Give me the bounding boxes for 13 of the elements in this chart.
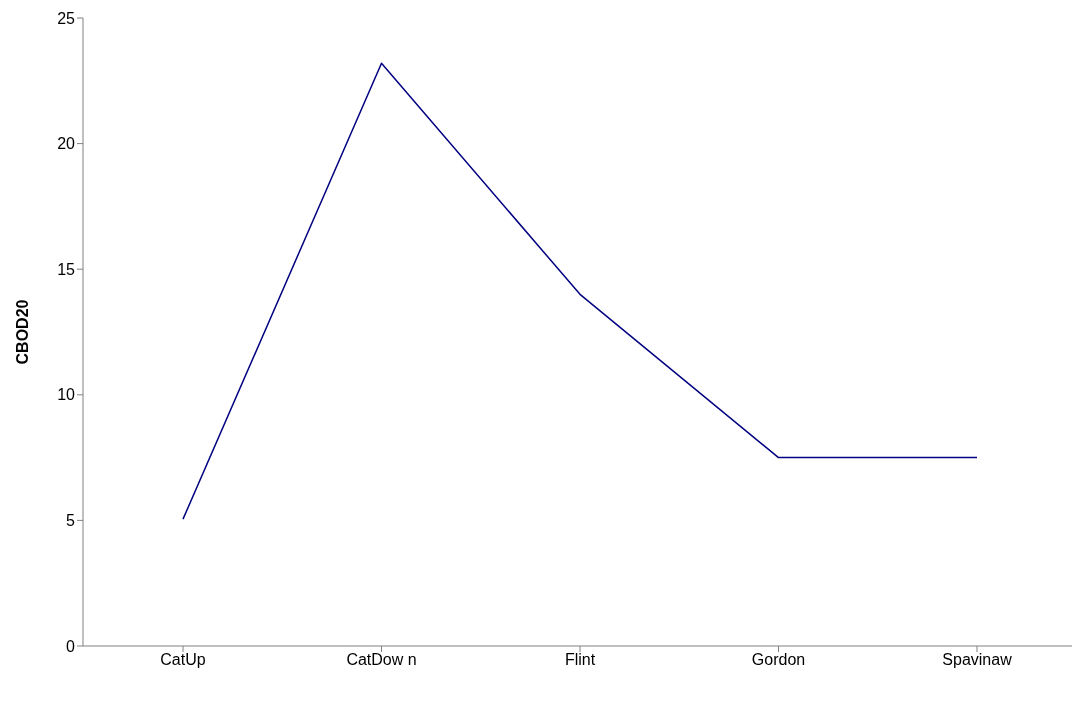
y-axis-title: CBOD20	[13, 299, 31, 365]
x-tick-label: Spavinaw	[942, 651, 1013, 669]
y-tick-label: 5	[66, 512, 76, 530]
x-tick-label: Flint	[564, 651, 596, 669]
y-tick-label: 0	[66, 637, 76, 655]
y-tick-label: 25	[57, 9, 76, 27]
x-tick-label: Gordon	[751, 651, 806, 669]
line-series	[182, 62, 978, 520]
y-tick-label: 10	[57, 386, 76, 404]
y-tick-label: 20	[57, 135, 76, 153]
x-tick-label: CatDow n	[346, 651, 417, 669]
x-tick-label: CatUp	[160, 651, 206, 669]
y-tick-label: 15	[57, 260, 76, 278]
